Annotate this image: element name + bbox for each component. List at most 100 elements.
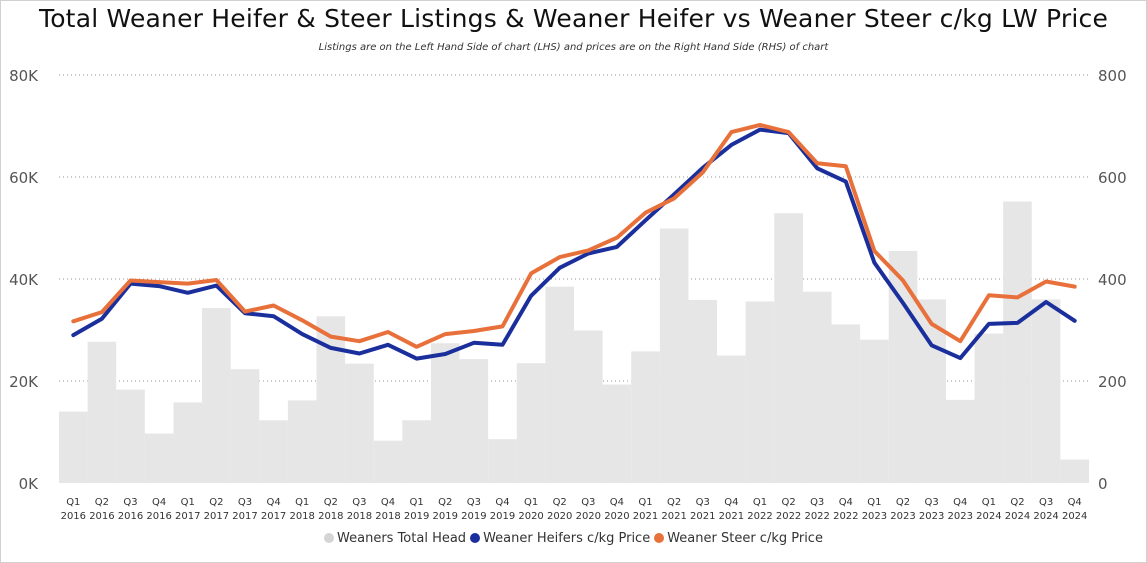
x-tick-year: 2019 (461, 511, 486, 522)
x-tick-year: 2020 (518, 511, 543, 522)
x-tick-year: 2022 (833, 511, 858, 522)
x-tick-year: 2016 (146, 511, 171, 522)
bar (59, 411, 88, 483)
bar (402, 420, 431, 483)
x-tick-year: 2023 (919, 511, 944, 522)
x-tick-quarter: Q4 (381, 497, 395, 508)
x-tick-quarter: Q1 (867, 497, 881, 508)
bar (459, 359, 489, 483)
x-tick-year: 2023 (890, 511, 915, 522)
legend-label: Weaner Heifers c/kg Price (483, 531, 651, 546)
bar (659, 228, 689, 483)
y-left-tick-label: 40K (9, 271, 39, 289)
bar (631, 351, 660, 483)
bar (1060, 459, 1089, 483)
x-tick-year: 2016 (118, 511, 143, 522)
x-tick-year: 2018 (289, 511, 314, 522)
bar (602, 384, 632, 483)
y-left-tick-label: 60K (9, 169, 39, 187)
y-right-tick-label: 400 (1098, 271, 1127, 289)
bar (1031, 299, 1061, 483)
legend-marker (654, 533, 665, 543)
x-tick-quarter: Q1 (295, 497, 309, 508)
legend-marker (470, 533, 481, 543)
bar (430, 343, 460, 483)
bar (516, 363, 546, 483)
x-tick-year: 2021 (690, 511, 715, 522)
x-tick-year: 2020 (604, 511, 629, 522)
x-tick-year: 2024 (976, 511, 1001, 522)
x-tick-year: 2016 (89, 511, 114, 522)
legend-item[interactable]: Weaner Steer c/kg Price (654, 531, 823, 546)
x-tick-quarter: Q1 (410, 497, 424, 508)
x-tick-year: 2018 (375, 511, 400, 522)
bar (860, 339, 889, 483)
x-tick-quarter: Q2 (209, 497, 223, 508)
bar (574, 330, 603, 483)
x-tick-year: 2022 (804, 511, 829, 522)
x-tick-year: 2021 (633, 511, 658, 522)
x-tick-quarter: Q2 (324, 497, 338, 508)
x-tick-quarter: Q4 (1068, 497, 1082, 508)
weaner-steer-c-kg-price-line (71, 123, 1077, 349)
bar (373, 440, 403, 483)
x-tick-year: 2017 (232, 511, 257, 522)
x-tick-year: 2017 (204, 511, 229, 522)
chart-legend[interactable]: Weaners Total Head Weaner Heifers c/kg Pr… (0, 531, 1147, 546)
x-tick-quarter: Q3 (1039, 497, 1053, 508)
bar (945, 399, 975, 483)
bar (116, 389, 145, 483)
bar (745, 301, 775, 483)
y-left-tick-label: 80K (9, 67, 39, 85)
x-tick-year: 2020 (547, 511, 572, 522)
chart-plot: 0K 20K 40K 60K 80K 0 200 400 600 800 Q1 2016 Q2 2016 Q… (9, 67, 1127, 522)
x-tick-year: 2017 (261, 511, 286, 522)
x-tick-year: 2024 (1062, 511, 1087, 522)
x-tick-year: 2024 (1005, 511, 1030, 522)
x-tick-quarter: Q4 (610, 497, 624, 508)
legend-item[interactable]: Weaners Total Head (324, 531, 466, 546)
bar (831, 324, 861, 483)
y-left-tick-label: 20K (9, 373, 39, 391)
x-tick-year: 2018 (318, 511, 343, 522)
y-right-tick-label: 600 (1098, 169, 1127, 187)
x-tick-quarter: Q1 (66, 497, 80, 508)
bar (345, 363, 374, 483)
y-right-tick-label: 0 (1098, 475, 1108, 493)
x-tick-quarter: Q4 (266, 497, 280, 508)
bar (974, 333, 1004, 483)
bar (202, 308, 231, 483)
bar (287, 400, 317, 483)
x-tick-year: 2023 (862, 511, 887, 522)
bar (774, 213, 803, 483)
x-tick-quarter: Q3 (810, 497, 824, 508)
x-tick-quarter: Q2 (1010, 497, 1024, 508)
x-tick-quarter: Q2 (95, 497, 109, 508)
bar (688, 299, 718, 483)
x-tick-quarter: Q4 (953, 497, 967, 508)
chart-subtitle: Listings are on the Left Hand Side of ch… (318, 42, 829, 53)
bar (87, 341, 117, 483)
legend-item[interactable]: Weaner Heifers c/kg Price (470, 531, 650, 546)
x-tick-quarter: Q3 (123, 497, 137, 508)
x-tick-quarter: Q3 (467, 497, 481, 508)
x-tick-year: 2023 (948, 511, 973, 522)
x-tick-year: 2016 (61, 511, 86, 522)
x-tick-year: 2020 (576, 511, 601, 522)
x-tick-quarter: Q4 (724, 497, 738, 508)
x-tick-year: 2022 (747, 511, 772, 522)
bar (230, 369, 260, 483)
bar (488, 439, 517, 483)
x-tick-quarter: Q3 (925, 497, 939, 508)
x-tick-quarter: Q1 (638, 497, 652, 508)
x-tick-quarter: Q3 (696, 497, 710, 508)
x-tick-quarter: Q1 (181, 497, 195, 508)
x-tick-quarter: Q1 (524, 497, 538, 508)
bar (1003, 201, 1032, 484)
bar (717, 355, 746, 483)
x-tick-year: 2022 (776, 511, 801, 522)
bar (144, 433, 174, 483)
x-tick-quarter: Q3 (352, 497, 366, 508)
bar (259, 420, 288, 483)
x-tick-year: 2017 (175, 511, 200, 522)
